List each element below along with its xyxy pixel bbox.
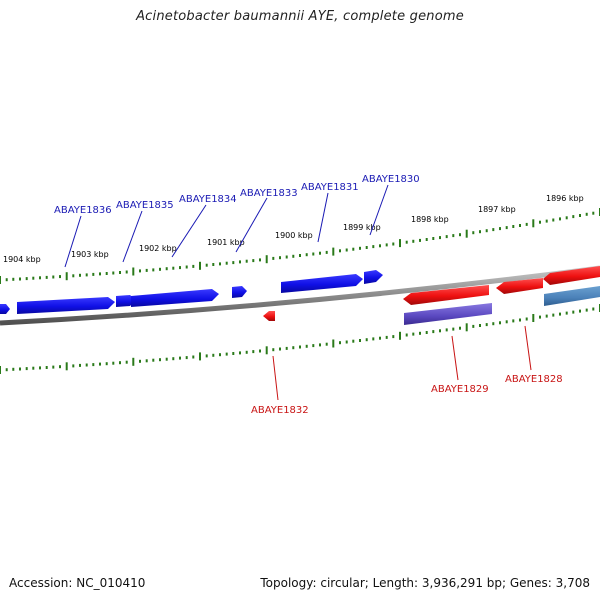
leader-line bbox=[317, 192, 329, 243]
forward-genes bbox=[0, 270, 383, 314]
map-title: Acinetobacter baumannii AYE, complete ge… bbox=[136, 9, 464, 24]
leader-lines bbox=[64, 184, 532, 401]
gene-arrow-reverse[interactable] bbox=[496, 278, 543, 294]
gene-arrow-forward[interactable] bbox=[232, 286, 247, 298]
leader-line bbox=[524, 325, 532, 371]
leader-line bbox=[369, 184, 389, 236]
accession-text: Accession: NC_010410 bbox=[9, 576, 146, 590]
gene-arrow-reverse[interactable] bbox=[263, 311, 275, 321]
leader-line bbox=[171, 204, 207, 258]
gene-label[interactable]: ABAYE1828 bbox=[505, 374, 563, 385]
ruler-label: 1896 kbp bbox=[546, 194, 584, 203]
gene-arrow-forward[interactable] bbox=[281, 274, 363, 293]
gene-arrow-forward[interactable] bbox=[364, 270, 383, 284]
ruler-label: 1900 kbp bbox=[275, 231, 313, 240]
leader-line bbox=[64, 215, 82, 268]
gene-arrow-reverse[interactable] bbox=[543, 266, 600, 285]
ruler-label: 1898 kbp bbox=[411, 215, 449, 224]
gene-label[interactable]: ABAYE1832 bbox=[251, 405, 309, 416]
ruler-label: 1899 kbp bbox=[343, 223, 381, 232]
lower-ruler bbox=[0, 304, 600, 374]
gene-label[interactable]: ABAYE1831 bbox=[301, 182, 359, 193]
gene-block-purple[interactable] bbox=[404, 303, 492, 325]
gene-label[interactable]: ABAYE1829 bbox=[431, 384, 489, 395]
gene-label[interactable]: ABAYE1830 bbox=[362, 174, 420, 185]
gene-arrow-forward[interactable] bbox=[131, 289, 219, 307]
genome-backbone bbox=[0, 265, 600, 326]
leader-line bbox=[451, 335, 459, 381]
genome-summary: Topology: circular; Length: 3,936,291 bp… bbox=[260, 576, 590, 590]
reverse-genes bbox=[263, 266, 600, 325]
upper-ruler bbox=[0, 208, 600, 284]
leader-line bbox=[122, 210, 143, 263]
gene-label[interactable]: ABAYE1833 bbox=[240, 188, 298, 199]
ruler-label: 1897 kbp bbox=[478, 205, 516, 214]
ruler-labels: 1904 kbp 1903 kbp 1902 kbp 1901 kbp 1900… bbox=[3, 194, 584, 264]
ruler-label: 1904 kbp bbox=[3, 255, 41, 264]
gene-label[interactable]: ABAYE1835 bbox=[116, 200, 174, 211]
gene-label[interactable]: ABAYE1834 bbox=[179, 194, 237, 205]
leader-line bbox=[272, 355, 279, 401]
ruler-label: 1903 kbp bbox=[71, 250, 109, 259]
forward-gene-labels: ABAYE1836 ABAYE1835 ABAYE1834 ABAYE1833 … bbox=[54, 174, 420, 216]
gene-arrow-reverse[interactable] bbox=[403, 285, 489, 305]
leader-line bbox=[235, 197, 268, 253]
ruler-label: 1901 kbp bbox=[207, 238, 245, 247]
gene-arrow-forward[interactable] bbox=[17, 297, 115, 314]
gene-block-steel[interactable] bbox=[544, 286, 600, 306]
gene-label[interactable]: ABAYE1836 bbox=[54, 205, 112, 216]
gene-arrow-forward[interactable] bbox=[0, 304, 10, 314]
reverse-gene-labels: ABAYE1832 ABAYE1829 ABAYE1828 bbox=[251, 374, 563, 416]
ruler-label: 1902 kbp bbox=[139, 244, 177, 253]
